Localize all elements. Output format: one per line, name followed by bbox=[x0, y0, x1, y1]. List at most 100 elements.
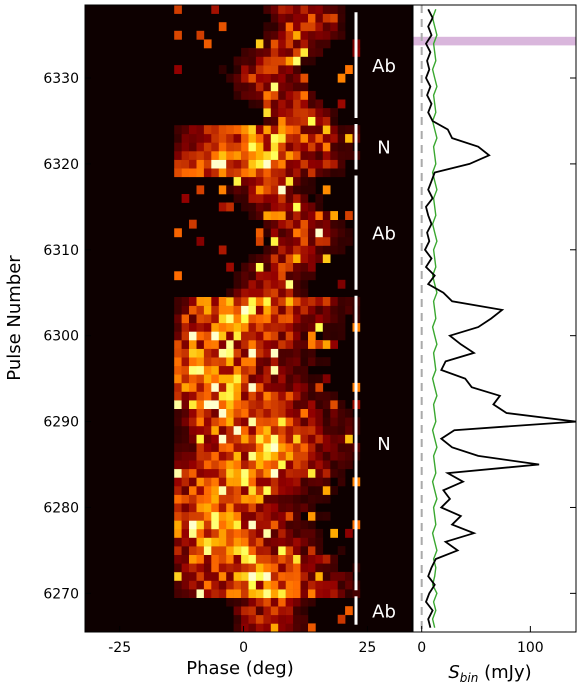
heatmap-cell bbox=[218, 468, 227, 478]
heatmap-cell bbox=[315, 468, 324, 478]
heatmap-cell bbox=[241, 614, 249, 624]
heatmap-cell bbox=[330, 159, 338, 169]
heatmap-cell bbox=[196, 236, 205, 246]
heatmap-cell bbox=[196, 451, 205, 461]
heatmap-cell bbox=[248, 563, 257, 573]
heatmap-cell bbox=[233, 417, 242, 427]
heatmap-cell bbox=[248, 374, 257, 384]
heatmap-cell bbox=[337, 434, 346, 444]
heatmap-cell bbox=[203, 563, 212, 573]
heatmap-cell bbox=[174, 151, 182, 160]
heatmap-cell bbox=[300, 357, 309, 367]
heatmap-cell bbox=[211, 391, 219, 401]
heatmap-cell bbox=[226, 520, 234, 530]
heatmap-cell bbox=[226, 494, 234, 504]
heatmap-cell bbox=[211, 563, 219, 573]
heatmap-cell bbox=[233, 554, 242, 564]
heatmap-cell bbox=[196, 305, 205, 315]
heatmap-cell bbox=[270, 606, 279, 616]
heatmap-cell bbox=[218, 400, 227, 409]
heatmap-cell bbox=[233, 382, 242, 392]
heatmap-cell bbox=[315, 554, 324, 564]
heatmap-cell bbox=[226, 365, 234, 375]
heatmap-cell bbox=[189, 408, 197, 418]
heatmap-cell bbox=[248, 47, 257, 57]
highlight-band bbox=[413, 36, 576, 46]
heatmap-cell bbox=[241, 125, 249, 135]
heatmap-cell bbox=[189, 297, 197, 306]
heatmap-cell bbox=[300, 597, 309, 607]
heatmap-cell bbox=[248, 254, 257, 263]
heatmap-cell bbox=[322, 305, 331, 315]
heatmap-cell bbox=[226, 357, 234, 367]
heatmap-cell bbox=[203, 425, 212, 435]
heatmap-cell bbox=[211, 417, 219, 427]
heatmap-cell bbox=[345, 211, 353, 220]
heatmap-cell bbox=[248, 279, 257, 289]
heatmap-cell bbox=[255, 331, 264, 341]
heatmap-cell bbox=[308, 13, 316, 23]
heatmap-cell bbox=[181, 305, 190, 315]
heatmap-cell bbox=[300, 211, 309, 220]
heatmap-cell bbox=[293, 159, 301, 169]
heatmap-cell bbox=[241, 297, 249, 306]
heatmap-cell bbox=[270, 228, 279, 238]
heatmap-cell bbox=[233, 176, 242, 186]
heatmap-cell bbox=[233, 494, 242, 504]
heatmap-cell bbox=[181, 494, 190, 504]
heatmap-cell bbox=[337, 589, 346, 598]
heatmap-cell bbox=[285, 623, 294, 633]
heatmap-cell bbox=[241, 365, 249, 375]
heatmap-cell bbox=[218, 202, 227, 212]
heatmap-cell bbox=[293, 443, 301, 452]
heatmap-cell bbox=[300, 305, 309, 315]
heatmap-cell bbox=[308, 408, 316, 418]
heatmap-cell bbox=[330, 219, 338, 229]
heatmap-cell bbox=[233, 168, 242, 178]
heatmap-cell bbox=[270, 554, 279, 564]
heatmap-cell bbox=[211, 322, 219, 332]
heatmap-cell bbox=[315, 39, 324, 49]
heatmap-cell bbox=[293, 151, 301, 160]
heatmap-cell bbox=[293, 537, 301, 547]
heatmap-cell bbox=[218, 494, 227, 504]
heatmap-cell bbox=[278, 546, 286, 555]
heatmap-cell bbox=[226, 597, 234, 607]
heatmap-cell bbox=[293, 39, 301, 49]
heatmap-cell bbox=[233, 434, 242, 444]
heatmap-cell bbox=[278, 623, 286, 633]
heatmap-cell bbox=[233, 142, 242, 152]
heatmap-cell bbox=[181, 580, 190, 590]
heatmap-cell bbox=[278, 382, 286, 392]
heatmap-cell bbox=[308, 211, 316, 220]
heatmap-cell bbox=[218, 365, 227, 375]
heatmap-cell bbox=[263, 451, 272, 461]
heatmap-cell bbox=[278, 477, 286, 487]
heatmap-cell bbox=[241, 168, 249, 178]
heatmap-cell bbox=[233, 365, 242, 375]
heatmap-cell bbox=[203, 133, 212, 143]
heatmap-cell bbox=[345, 125, 353, 135]
heatmap-cell bbox=[174, 425, 182, 435]
heatmap-cell bbox=[278, 537, 286, 547]
heatmap-cell bbox=[300, 39, 309, 49]
heatmap-cell bbox=[278, 425, 286, 435]
heatmap-cell bbox=[263, 99, 272, 109]
heatmap-cell bbox=[322, 142, 331, 152]
heatmap-cell bbox=[270, 262, 279, 272]
heatmap-cell bbox=[226, 133, 234, 143]
heatmap-cell bbox=[278, 151, 286, 160]
heatmap-cell bbox=[308, 528, 316, 538]
heatmap-cell bbox=[248, 537, 257, 547]
heatmap-cell bbox=[218, 357, 227, 367]
heatmap-cell bbox=[189, 580, 197, 590]
heatmap-cell bbox=[248, 159, 257, 169]
heatmap-cell bbox=[322, 511, 331, 521]
heatmap-cell bbox=[293, 65, 301, 74]
heatmap-cell bbox=[255, 503, 264, 513]
heatmap-cell bbox=[315, 494, 324, 504]
heatmap-cell bbox=[226, 142, 234, 152]
heatmap-cell bbox=[285, 159, 294, 169]
heatmap-cell bbox=[285, 606, 294, 616]
heatmap-cell bbox=[255, 374, 264, 384]
